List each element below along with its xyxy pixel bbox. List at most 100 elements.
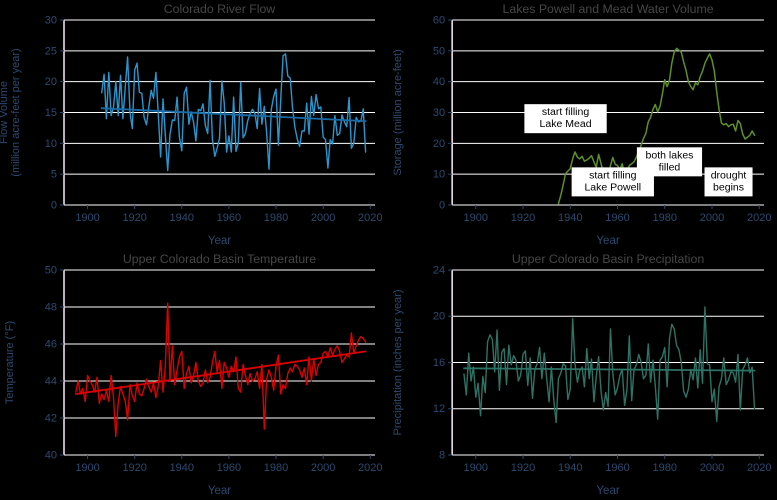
y-tick-label: 5	[51, 169, 57, 181]
y-tick-label: 10	[45, 138, 57, 150]
y-tick-label: 40	[433, 76, 445, 88]
x-tick-label: 2020	[358, 462, 382, 474]
x-tick-label: 2020	[747, 212, 772, 224]
lakes-water-volume-chart: 0 10 20 30 40 50 60 1900 1920 1940 1960 1980 2000 202…	[392, 2, 771, 247]
series-annual-temperature	[75, 302, 367, 438]
x-tick-label: 2000	[311, 212, 335, 224]
x-tick-label: 1900	[75, 462, 99, 474]
x-tick-label: 1900	[75, 212, 99, 224]
x-tick-label: 1960	[605, 212, 630, 224]
x-tick-label: 2020	[747, 462, 772, 474]
y-tick-label: 44	[45, 376, 57, 388]
y-tick-label: 48	[45, 302, 57, 314]
x-tick-label: 1900	[464, 212, 489, 224]
basin-temperature-chart: 40 42 44 46 48 50 1900 1920 1940 1960 1980 2000 2020…	[4, 252, 383, 497]
x-tick-label: 1960	[217, 462, 241, 474]
y-tick-label: 10	[433, 169, 445, 181]
x-tick-label: 1940	[558, 212, 583, 224]
y-tick-label: 30	[433, 107, 445, 119]
x-tick-label: 1980	[264, 462, 288, 474]
y-tick-label: 25	[45, 45, 57, 57]
x-tick-label: 1920	[122, 212, 146, 224]
annotation-text: Lake Powell	[584, 181, 641, 193]
x-tick-label: 1980	[652, 212, 677, 224]
x-tick-label: 1980	[264, 212, 288, 224]
chart-title: Colorado River Flow	[164, 2, 276, 16]
x-axis-label: Year	[208, 235, 231, 247]
y-tick-label: 20	[433, 138, 445, 150]
basin-precipitation-chart: 8 12 16 20 24 1900 1920 1940 1960 1980 2000 2020 Upp…	[392, 252, 771, 497]
y-tick-label: 46	[45, 339, 57, 351]
y-tick-label: 60	[433, 15, 445, 27]
y-axis-label: Temperature (°F)	[4, 321, 16, 404]
x-tick-label: 1920	[511, 212, 536, 224]
x-tick-label: 1960	[217, 212, 241, 224]
series-combined-storage	[557, 47, 756, 205]
chart-root: 40 42 44 46 48 50 1900 1920 1940 1960 1980 2000 2020…	[4, 252, 383, 497]
x-tick-label: 2000	[700, 462, 725, 474]
x-tick-label: 2000	[311, 462, 335, 474]
chart-root: 0 5 10 15 20 25 30 1900 1920 1940 1960 1980 2000 2020…	[0, 2, 383, 247]
y-axis-label: (million acre-feet per year)	[10, 48, 22, 176]
x-tick-label: 1920	[511, 462, 536, 474]
annotation-text: both lakes	[646, 149, 694, 161]
x-tick-label: 1920	[122, 462, 146, 474]
x-tick-label: 1940	[170, 462, 194, 474]
x-tick-label: 2020	[358, 212, 382, 224]
axis-ticks: 0 5 10 15 20 25 30 1900 1920 1940 1960 1980 2000 2020	[45, 15, 383, 225]
y-tick-label: 15	[45, 107, 57, 119]
chart-root: 8 12 16 20 24 1900 1920 1940 1960 1980 2000 2020 Upp…	[392, 252, 771, 497]
x-axis-label: Year	[596, 485, 619, 497]
axis-ticks: 0 10 20 30 40 50 60 1900 1920 1940 1960 1980 2000 202…	[433, 15, 772, 224]
x-tick-label: 1960	[605, 462, 630, 474]
y-tick-label: 40	[45, 450, 57, 462]
x-tick-label: 1940	[558, 462, 583, 474]
chart-basin-temperature: 40 42 44 46 48 50 1900 1920 1940 1960 1980 2000 2020…	[0, 250, 388, 500]
y-tick-label: 42	[45, 413, 57, 425]
y-tick-label: 50	[433, 45, 445, 57]
annotation-text: start filling	[589, 169, 636, 181]
series-trend	[463, 367, 756, 372]
colorado-river-flow-chart: 0 5 10 15 20 25 30 1900 1920 1940 1960 1980 2000 2020…	[0, 2, 383, 247]
annotation-text: start filling	[542, 106, 589, 118]
y-axis-label: Storage (million acre-feet)	[392, 49, 404, 175]
axis-ticks: 40 42 44 46 48 50 1900 1920 1940 1960 1980 2000 2020	[45, 265, 383, 475]
annotation-text: begins	[713, 181, 744, 193]
series-annual-flow	[100, 53, 367, 172]
series-trend	[74, 350, 367, 395]
x-axis-label: Year	[596, 235, 619, 247]
chart-title: Lakes Powell and Mead Water Volume	[503, 2, 714, 16]
chart-basin-precipitation: 8 12 16 20 24 1900 1920 1940 1960 1980 2000 2020 Upp…	[388, 250, 777, 500]
chart-lakes-water-volume: 0 10 20 30 40 50 60 1900 1920 1940 1960 1980 2000 202…	[388, 0, 777, 250]
y-tick-label: 24	[433, 265, 445, 277]
y-tick-label: 0	[439, 200, 445, 212]
y-tick-label: 8	[439, 450, 445, 462]
y-tick-label: 0	[51, 200, 57, 212]
annotation-text: drought	[711, 169, 747, 181]
axis-ticks: 8 12 16 20 24 1900 1920 1940 1960 1980 2000 2020	[433, 265, 772, 474]
x-tick-label: 2000	[700, 212, 725, 224]
series-annual-precipitation	[463, 306, 756, 424]
annotation-text: filled	[659, 161, 681, 173]
y-axis-label: Flow Volume	[0, 81, 10, 144]
y-tick-label: 16	[433, 357, 445, 369]
y-axis-label: Precipitation (inches per year)	[392, 290, 404, 436]
chart-colorado-river-flow: 0 5 10 15 20 25 30 1900 1920 1940 1960 1980 2000 2020…	[0, 0, 388, 250]
series-trend	[100, 107, 367, 122]
y-tick-label: 20	[433, 311, 445, 323]
chart-root: 0 10 20 30 40 50 60 1900 1920 1940 1960 1980 2000 202…	[392, 2, 771, 247]
chart-title: Upper Colorado Basin Temperature	[123, 252, 316, 266]
x-axis-label: Year	[208, 485, 231, 497]
x-tick-label: 1940	[170, 212, 194, 224]
annotation-text: Lake Mead	[540, 118, 592, 130]
y-tick-label: 50	[45, 265, 57, 277]
y-tick-label: 30	[45, 15, 57, 27]
y-tick-label: 12	[433, 403, 445, 415]
chart-title: Upper Colorado Basin Precipitation	[512, 252, 704, 266]
y-tick-label: 20	[45, 76, 57, 88]
